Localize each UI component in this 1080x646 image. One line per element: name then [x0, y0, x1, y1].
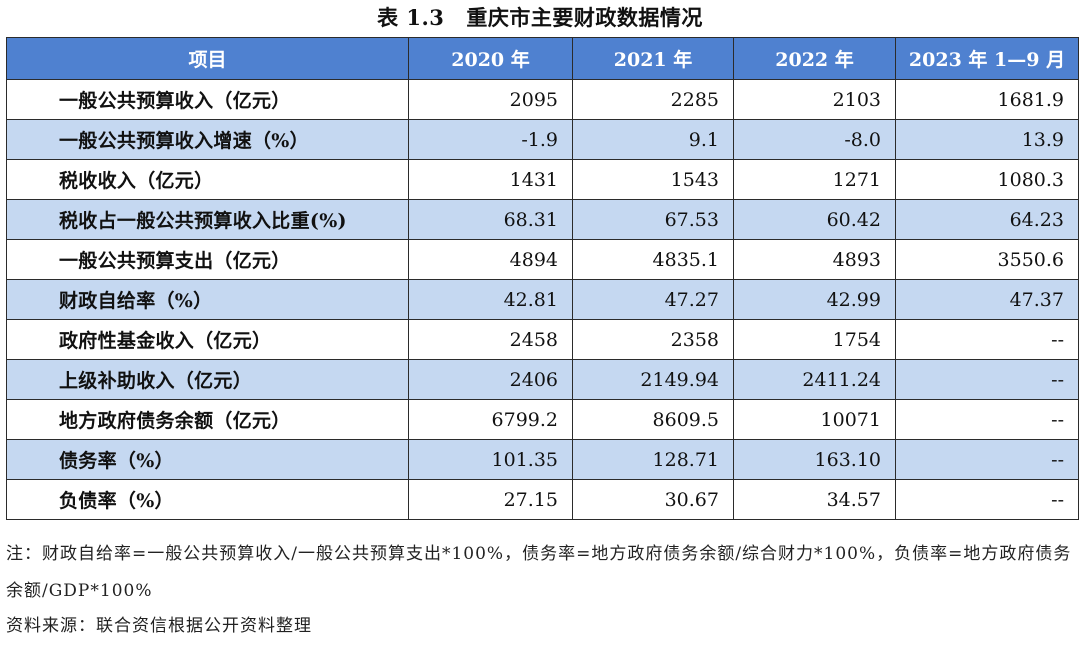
table-cell: -- [895, 479, 1079, 520]
table-row: 一般公共预算收入增速（%） -1.9 9.1 -8.0 13.9 [6, 119, 1079, 160]
table-cell: 64.23 [895, 199, 1079, 240]
table-row: 政府性基金收入（亿元） 2458 2358 1754 -- [6, 319, 1079, 360]
row-label: 一般公共预算收入增速（%） [6, 119, 409, 160]
row-label: 财政自给率（%） [6, 279, 409, 320]
table-cell: 2458 [408, 319, 573, 360]
column-header-2023-q3: 2023 年 1—9 月 [895, 37, 1079, 80]
table-cell: 8609.5 [572, 399, 734, 440]
table-cell: 4835.1 [572, 239, 734, 280]
column-header-2020: 2020 年 [408, 37, 573, 80]
table-cell: 34.57 [733, 479, 896, 520]
data-source-note: 资料来源：联合资信根据公开资料整理 [6, 616, 312, 636]
column-header-2022: 2022 年 [733, 37, 896, 80]
table-cell: 60.42 [733, 199, 896, 240]
table-cell: 2411.24 [733, 359, 896, 400]
table-number: 表 1.3 [377, 5, 445, 30]
column-header-item: 项目 [6, 37, 409, 80]
table-cell: 42.99 [733, 279, 896, 320]
table-cell: 163.10 [733, 439, 896, 480]
table-cell: 1431 [408, 159, 573, 200]
table-title: 重庆市主要财政数据情况 [466, 5, 703, 30]
row-label: 地方政府债务余额（亿元） [6, 399, 409, 440]
table-caption: 表 1.3 重庆市主要财政数据情况 [0, 0, 1080, 36]
table-cell: 13.9 [895, 119, 1079, 160]
table-cell: 42.81 [408, 279, 573, 320]
fiscal-data-table: 项目 2020 年 2021 年 2022 年 2023 年 1—9 月 一般公… [6, 37, 1079, 520]
column-header-2021: 2021 年 [572, 37, 734, 80]
table-cell: 9.1 [572, 119, 734, 160]
table-cell: -- [895, 439, 1079, 480]
table-cell: 10071 [733, 399, 896, 440]
table-row: 一般公共预算收入（亿元） 2095 2285 2103 1681.9 [6, 79, 1079, 120]
table-cell: 67.53 [572, 199, 734, 240]
row-label: 税收占一般公共预算收入比重(%) [6, 199, 409, 240]
table-cell: 4894 [408, 239, 573, 280]
table-cell: 2095 [408, 79, 573, 120]
table-cell: 27.15 [408, 479, 573, 520]
table-footnote: 注：财政自给率=一般公共预算收入/一般公共预算支出*100%，债务率=地方政府债… [6, 544, 1072, 601]
table-row: 债务率（%） 101.35 128.71 163.10 -- [6, 439, 1079, 480]
table-cell: 3550.6 [895, 239, 1079, 280]
table-cell: 1754 [733, 319, 896, 360]
row-label: 一般公共预算支出（亿元） [6, 239, 409, 280]
row-label: 债务率（%） [6, 439, 409, 480]
row-label: 政府性基金收入（亿元） [6, 319, 409, 360]
table-cell: 2149.94 [572, 359, 734, 400]
table-cell: 101.35 [408, 439, 573, 480]
table-cell: 68.31 [408, 199, 573, 240]
row-label: 上级补助收入（亿元） [6, 359, 409, 400]
table-cell: -8.0 [733, 119, 896, 160]
table-cell: -- [895, 399, 1079, 440]
table-row: 税收占一般公共预算收入比重(%) 68.31 67.53 60.42 64.23 [6, 199, 1079, 240]
table-cell: 30.67 [572, 479, 734, 520]
table-row: 财政自给率（%） 42.81 47.27 42.99 47.37 [6, 279, 1079, 320]
table-cell: 1543 [572, 159, 734, 200]
table-cell: -- [895, 319, 1079, 360]
table-cell: 2406 [408, 359, 573, 400]
table-row: 上级补助收入（亿元） 2406 2149.94 2411.24 -- [6, 359, 1079, 400]
table-cell: 128.71 [572, 439, 734, 480]
table-cell: -- [895, 359, 1079, 400]
table-row: 税收收入（亿元） 1431 1543 1271 1080.3 [6, 159, 1079, 200]
row-label: 一般公共预算收入（亿元） [6, 79, 409, 120]
table-cell: 4893 [733, 239, 896, 280]
row-label: 税收收入（亿元） [6, 159, 409, 200]
table-row: 一般公共预算支出（亿元） 4894 4835.1 4893 3550.6 [6, 239, 1079, 280]
table-cell: 1080.3 [895, 159, 1079, 200]
table-cell: -1.9 [408, 119, 573, 160]
row-label: 负债率（%） [6, 479, 409, 520]
table-cell: 1681.9 [895, 79, 1079, 120]
table-cell: 2358 [572, 319, 734, 360]
table-row: 负债率（%） 27.15 30.67 34.57 -- [6, 479, 1079, 520]
table-cell: 1271 [733, 159, 896, 200]
table-cell: 2285 [572, 79, 734, 120]
table-header-row: 项目 2020 年 2021 年 2022 年 2023 年 1—9 月 [6, 37, 1079, 80]
table-cell: 2103 [733, 79, 896, 120]
table-row: 地方政府债务余额（亿元） 6799.2 8609.5 10071 -- [6, 399, 1079, 440]
table-cell: 47.37 [895, 279, 1079, 320]
table-cell: 47.27 [572, 279, 734, 320]
table-cell: 6799.2 [408, 399, 573, 440]
